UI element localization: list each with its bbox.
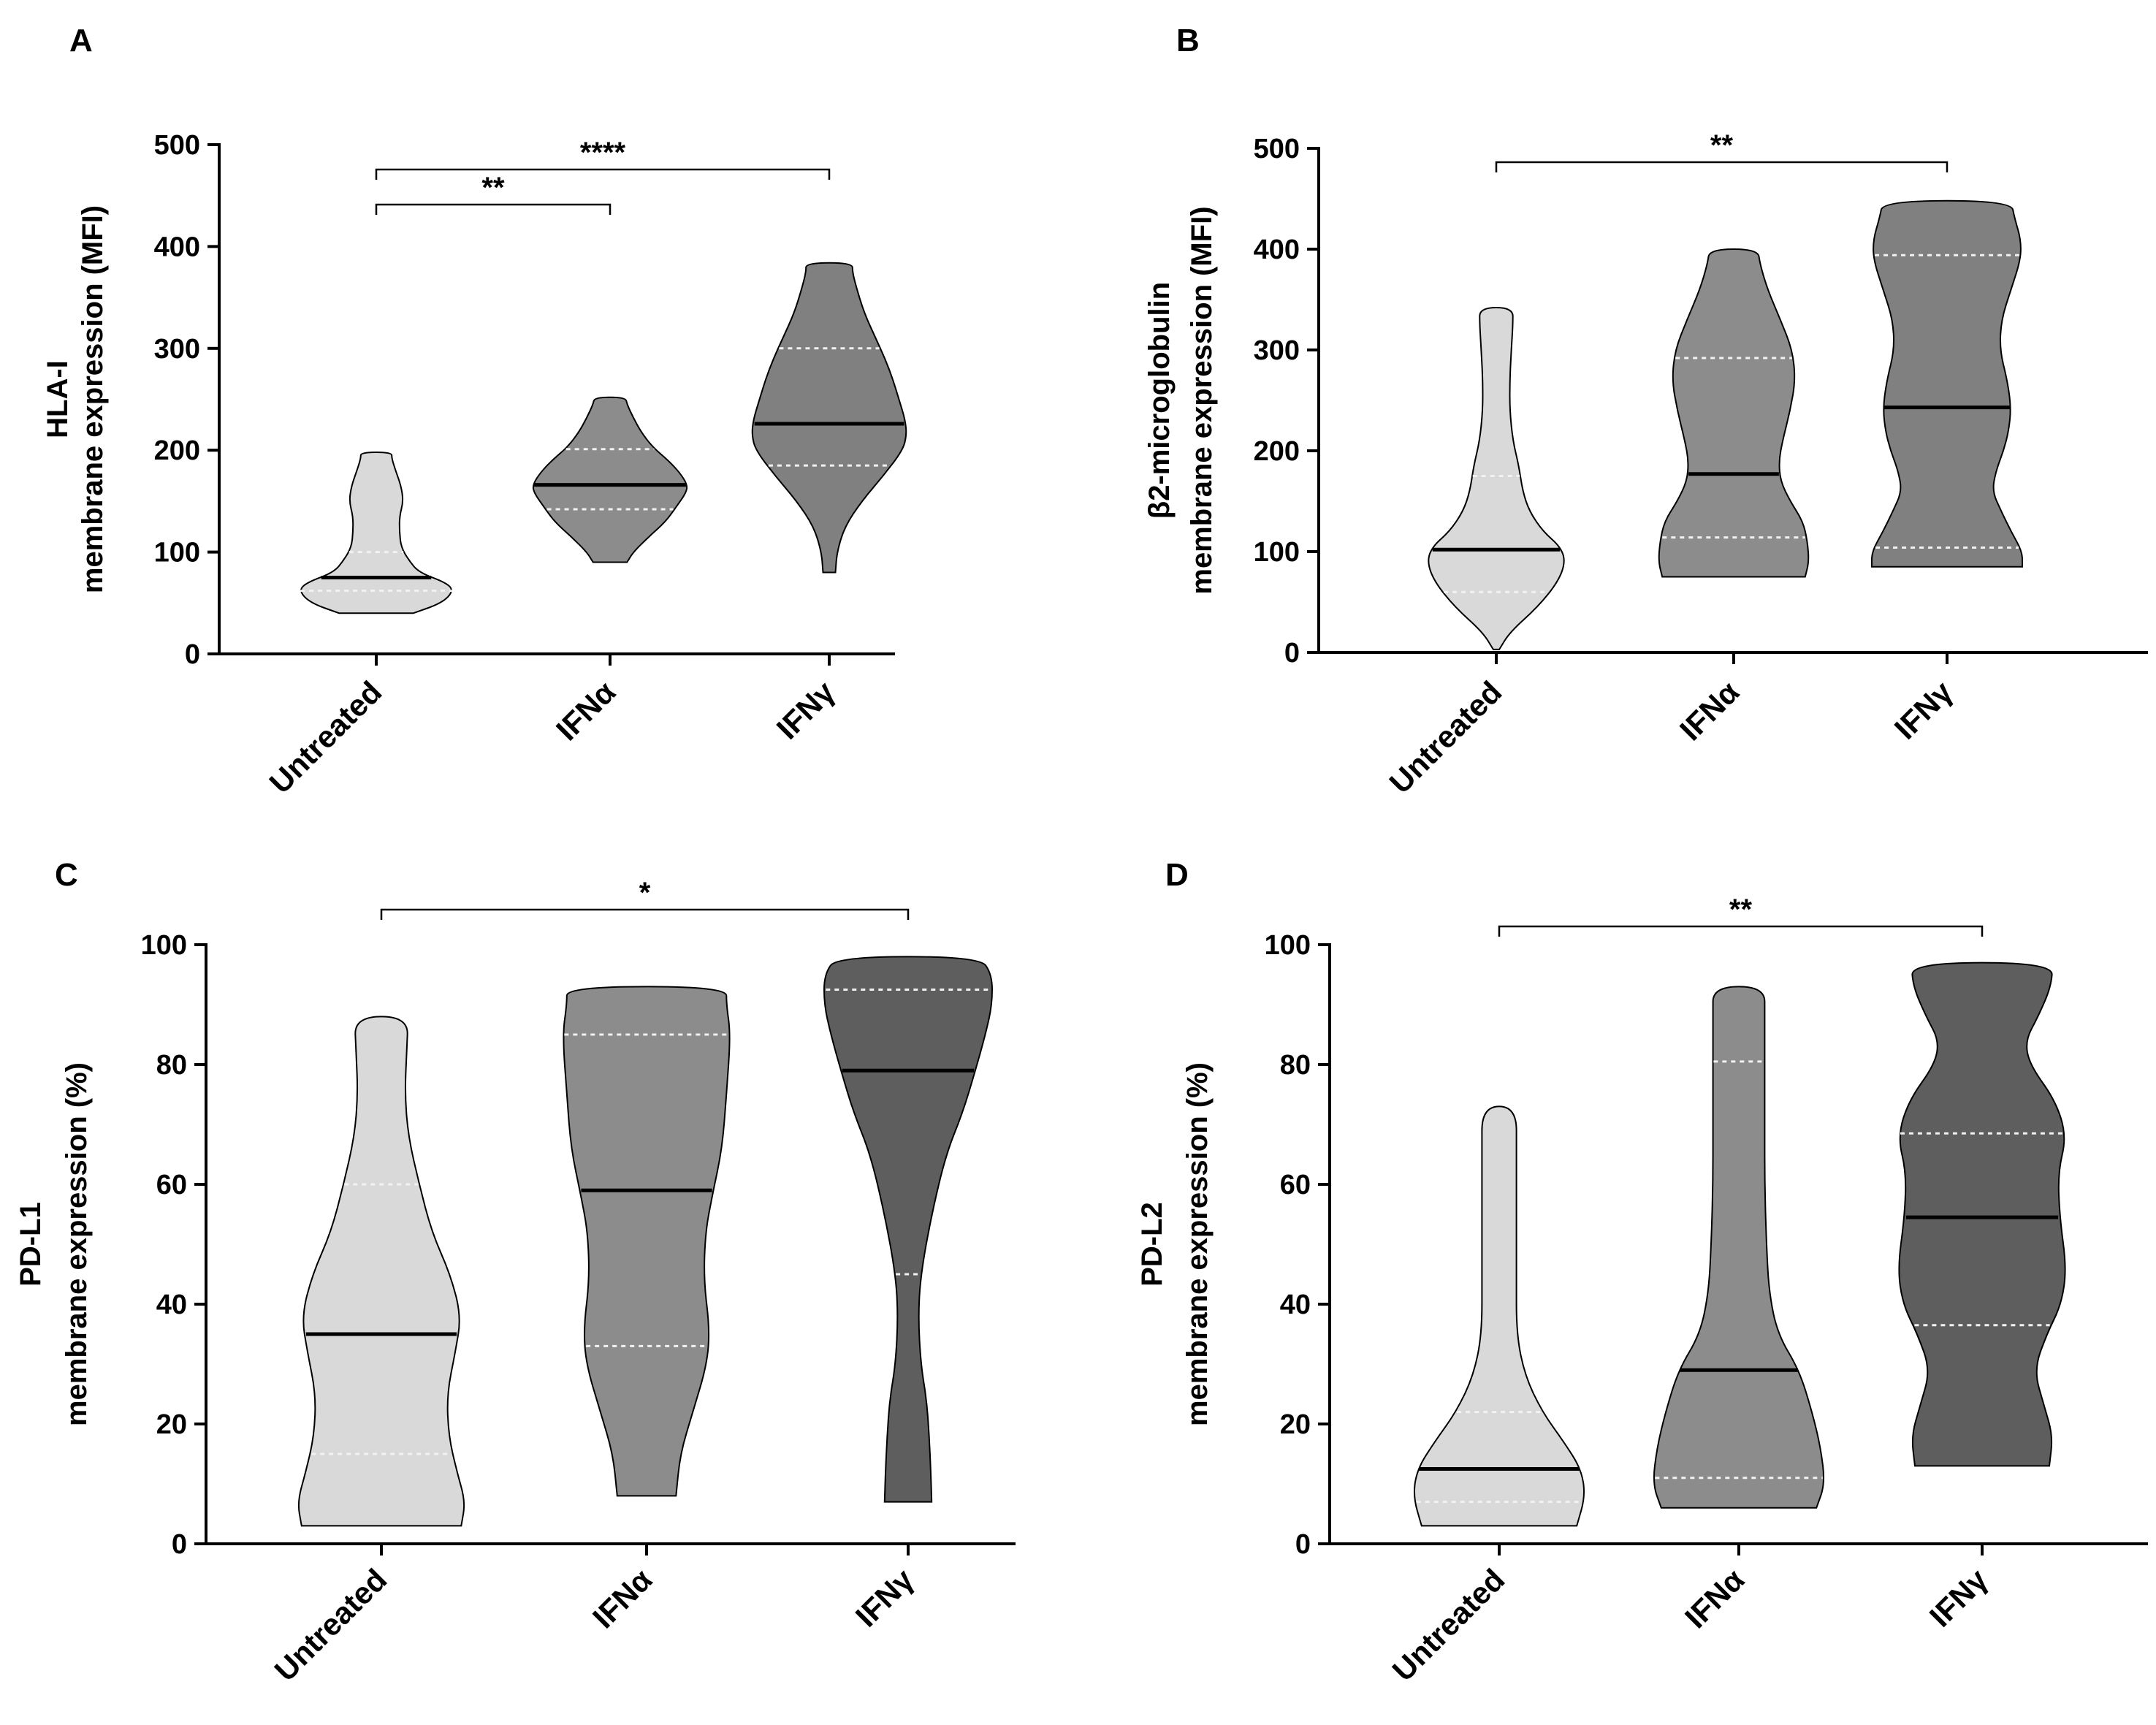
- panel-a-significance-label: ****: [580, 137, 626, 169]
- panel-b-ylabel-line2: membrane expression (MFI): [1186, 206, 1218, 594]
- panel-d-category-label: Untreated: [1386, 1562, 1512, 1688]
- panel-b-category-label: Untreated: [1383, 674, 1509, 800]
- panel-a-y-tick-label: 100: [154, 538, 200, 568]
- panel-d-significance-label: **: [1729, 894, 1753, 926]
- panel-a-letter: A: [69, 23, 93, 58]
- panel-c-letter: C: [55, 857, 78, 893]
- panel-c-ylabel-line2: membrane expression (%): [61, 1062, 93, 1426]
- panel-a: A HLA-I membrane expression (MFI) 0 100 200 30…: [42, 23, 907, 800]
- panel-d-y-tick-label: 60: [1280, 1170, 1311, 1200]
- panel-d-significance-bracket: [1498, 925, 1984, 937]
- panel-b-violin-3: [1871, 199, 2023, 568]
- panel-b: Bβ2-microglobulin membrane expression (MF…: [1143, 23, 2148, 800]
- panel-c-y-tick-label: 40: [156, 1290, 187, 1320]
- panel-c-y-tick-label: 100: [141, 930, 187, 961]
- panel-b-significance-bracket: [1495, 161, 1949, 172]
- panel-d-violin-1: [1413, 1105, 1585, 1527]
- panel-a-y-tick-label: 400: [154, 232, 200, 262]
- panel-a-category-label: IFNγ: [770, 674, 842, 746]
- panel-c-violin-1: [297, 1016, 465, 1527]
- panel-b-significance-label: **: [1710, 129, 1734, 161]
- panel-d-y-tick-label: 40: [1280, 1290, 1311, 1320]
- panel-b-y-tick-label: 200: [1254, 436, 1300, 467]
- panel-c-y-tick-label: 0: [172, 1529, 187, 1560]
- panel-b-y-tick-label: 400: [1254, 235, 1300, 265]
- panel-b-letter: B: [1176, 23, 1200, 58]
- panel-a-significance-bracket: [375, 203, 612, 215]
- panel-a-category-label: Untreated: [263, 674, 389, 800]
- panel-a-category-label: IFNα: [549, 674, 622, 747]
- panel-a-significance-label: **: [481, 172, 505, 204]
- panel-a-ylabel-line1: HLA-I: [42, 360, 74, 438]
- panel-b-category-label: IFNγ: [1888, 674, 1959, 746]
- panel-b-y-tick-label: 300: [1254, 335, 1300, 366]
- panel-d-letter: D: [1165, 857, 1189, 893]
- panel-d-y-tick-label: 20: [1280, 1409, 1311, 1440]
- panel-d-violin-2: [1653, 986, 1825, 1509]
- panel-c: C PD-L1 membrane expression (%) 0 20 40 60 80 10…: [15, 857, 1016, 1688]
- panel-c-significance-bracket: [380, 908, 910, 920]
- panel-d-ylabel-line1: PD-L2: [1136, 1202, 1168, 1287]
- panel-c-y-tick-label: 20: [156, 1409, 187, 1440]
- panel-c-category-label: Untreated: [268, 1562, 394, 1688]
- panel-c-violin-3: [823, 956, 994, 1503]
- panel-c-y-tick-label: 80: [156, 1050, 187, 1081]
- panel-c-ylabel-line1: PD-L1: [15, 1202, 47, 1287]
- panel-d-category-label: IFNα: [1678, 1562, 1751, 1634]
- panel-a-ylabel-line2: membrane expression (MFI): [77, 205, 109, 593]
- panel-b-violin-2: [1658, 248, 1810, 578]
- panel-b-y-tick-label: 100: [1254, 537, 1300, 568]
- panel-c-violin-2: [563, 986, 731, 1497]
- panel-d: D PD-L2 membrane expression (%) 0 20 40 60 80 10…: [1136, 857, 2148, 1688]
- panel-d-y-tick-label: 0: [1295, 1529, 1311, 1560]
- panel-a-y-tick-label: 300: [154, 334, 200, 365]
- panel-d-y-tick-label: 80: [1280, 1050, 1311, 1081]
- panel-c-y-tick-label: 60: [156, 1170, 187, 1200]
- panel-a-violin-2: [532, 396, 688, 563]
- panel-b-ylabel-line1: β2-microglobulin: [1143, 282, 1176, 519]
- panel-d-category-label: IFNγ: [1923, 1562, 1995, 1634]
- panel-a-y-tick-label: 0: [185, 639, 200, 670]
- panel-a-violin-3: [751, 262, 907, 574]
- panel-b-violin-1: [1428, 306, 1565, 650]
- panel-c-significance-label: *: [639, 877, 651, 909]
- panel-d-ylabel-line2: membrane expression (%): [1181, 1062, 1214, 1426]
- panel-b-y-tick-label: 500: [1254, 134, 1300, 164]
- panel-b-y-tick-label: 0: [1284, 638, 1300, 669]
- panel-a-y-tick-label: 200: [154, 435, 200, 466]
- panel-a-significance-bracket: [375, 168, 831, 180]
- panel-a-y-tick-label: 500: [154, 130, 200, 161]
- panel-d-y-tick-label: 100: [1265, 930, 1311, 961]
- panel-a-violin-1: [300, 451, 452, 614]
- panel-c-category-label: IFNγ: [849, 1562, 921, 1634]
- panel-c-category-label: IFNα: [586, 1562, 658, 1634]
- panel-d-violin-3: [1898, 961, 2066, 1467]
- panel-b-category-label: IFNα: [1673, 674, 1745, 747]
